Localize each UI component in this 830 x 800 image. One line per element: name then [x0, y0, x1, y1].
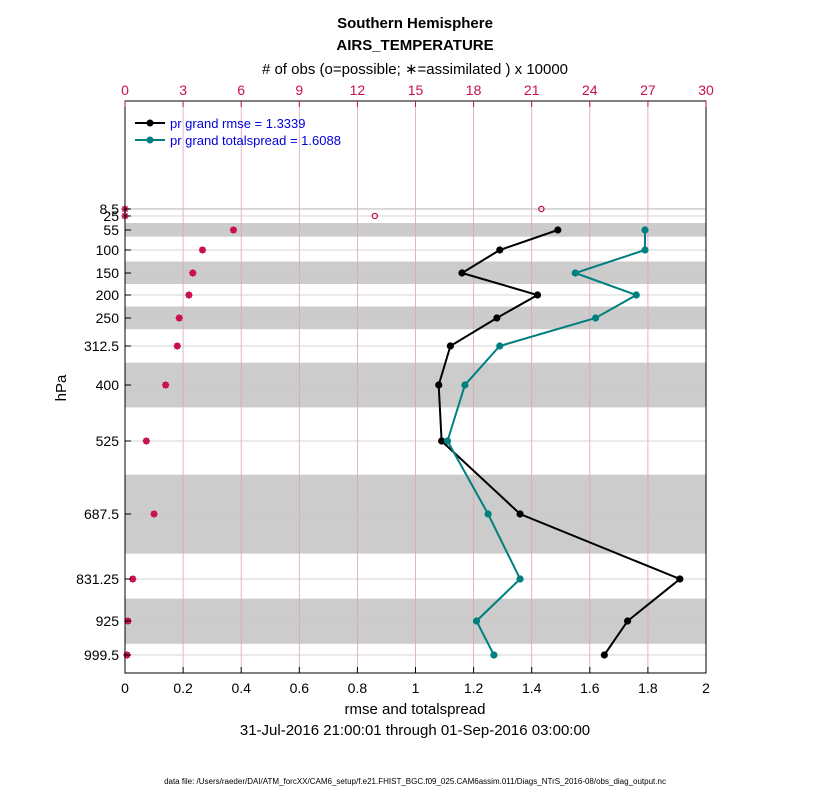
- top-axis-label: # of obs (o=possible; ∗=assimilated ) x …: [262, 61, 568, 78]
- y-tick-label-0: 8.5: [100, 201, 120, 217]
- series-0-point-5: [446, 342, 454, 350]
- x-tick-label-8: 1.6: [580, 680, 600, 696]
- legend-spread-marker: [146, 136, 154, 144]
- series-1-point-10: [472, 617, 481, 625]
- x-axis-label: rmse and totalspread: [345, 701, 486, 718]
- series-0-point-9: [676, 575, 684, 583]
- top-tick-label-7: 21: [524, 82, 540, 98]
- x-tick-label-5: 1: [412, 680, 420, 696]
- y-tick-label-8: 400: [96, 377, 120, 393]
- x-tick-label-4: 0.8: [348, 680, 368, 696]
- grid-lines: [125, 101, 706, 673]
- chart-title: Southern Hemisphere: [337, 15, 493, 32]
- obs-assimilated-10: [150, 510, 158, 518]
- series-0-point-8: [516, 510, 524, 518]
- legend-rmse-label: pr grand rmse = 1.3339: [170, 116, 306, 131]
- chart-subtitle: AIRS_TEMPERATURE: [336, 37, 493, 54]
- y-tick-label-9: 525: [96, 433, 120, 449]
- top-tick-label-3: 9: [295, 82, 303, 98]
- series-1-point-9: [516, 575, 524, 583]
- x-tick-label-7: 1.4: [522, 680, 542, 696]
- obs-possible-0: [538, 205, 545, 213]
- top-tick-label-8: 24: [582, 82, 598, 98]
- series-1-point-8: [484, 510, 492, 518]
- y-tick-label-5: 200: [96, 287, 120, 303]
- series-1-point-1: [641, 246, 649, 254]
- legend: pr grand rmse = 1.3339 pr grand totalspr…: [135, 116, 341, 148]
- series-lines: [435, 226, 684, 659]
- obs-possible-1: [371, 212, 379, 220]
- series-1-point-0: [641, 226, 649, 234]
- series-1-point-11: [490, 651, 498, 659]
- top-tick-label-1: 3: [179, 82, 187, 98]
- series-1-point-5: [496, 342, 504, 350]
- series-0-point-3: [533, 291, 542, 299]
- y-tick-label-12: 925: [96, 613, 120, 629]
- series-0-point-2: [458, 269, 466, 277]
- date-range: 31-Jul-2016 21:00:01 through 01-Sep-2016…: [240, 722, 590, 739]
- obs-assimilated-2: [229, 226, 238, 234]
- series-0-point-0: [554, 226, 562, 234]
- series-0-point-10: [623, 617, 632, 625]
- series-0-point-7: [438, 437, 446, 445]
- obs-assimilated-6: [175, 314, 183, 322]
- top-tick-label-9: 27: [640, 82, 656, 98]
- x-tick-label-10: 2: [702, 680, 710, 696]
- obs-assimilated-8: [162, 381, 170, 389]
- series-1-point-6: [461, 381, 469, 389]
- legend-spread-label: pr grand totalspread = 1.6088: [170, 133, 341, 148]
- top-tick-label-10: 30: [698, 82, 714, 98]
- series-1-point-7: [443, 437, 452, 445]
- top-tick-label-4: 12: [350, 82, 366, 98]
- top-tick-label-0: 0: [121, 82, 129, 98]
- obs-assimilated-3: [198, 246, 207, 254]
- obs-assimilated-9: [142, 437, 150, 445]
- y-tick-label-1: 25: [103, 208, 119, 224]
- obs-assimilated-5: [185, 291, 193, 299]
- top-tick-label-6: 18: [466, 82, 482, 98]
- series-0-point-6: [435, 381, 443, 389]
- axis-ticks: 0 0.2 0.4 0.6 0.8 1 1.2 1.4 1.6 1.8 2 0 3 6 9 12 15 18 21 2…: [76, 82, 714, 696]
- top-tick-label-5: 15: [408, 82, 424, 98]
- series-0-point-4: [493, 314, 501, 322]
- x-tick-label-2: 0.4: [231, 680, 251, 696]
- y-tick-label-2: 55: [103, 222, 119, 238]
- series-1-point-3: [632, 291, 640, 299]
- x-tick-label-1: 0.2: [173, 680, 193, 696]
- x-tick-label-6: 1.2: [464, 680, 484, 696]
- y-tick-label-6: 250: [96, 310, 120, 326]
- series-1-point-2: [571, 269, 579, 277]
- y-tick-label-7: 312.5: [84, 338, 119, 354]
- y-axis-label: hPa: [53, 374, 70, 401]
- y-tick-label-11: 831.25: [76, 571, 119, 587]
- data-file-footer: data file: /Users/raeder/DAI/ATM_forcXX/…: [164, 777, 666, 786]
- x-tick-label-0: 0: [121, 680, 129, 696]
- y-tick-label-3: 100: [96, 242, 120, 258]
- series-line-1: [446, 230, 646, 656]
- y-tick-label-10: 687.5: [84, 506, 119, 522]
- series-1-point-4: [592, 314, 600, 322]
- top-tick-label-2: 6: [237, 82, 245, 98]
- series-0-point-1: [496, 246, 504, 254]
- series-0-point-11: [600, 651, 608, 659]
- obs-assimilated-4: [189, 269, 197, 277]
- legend-rmse-marker: [146, 119, 154, 127]
- x-tick-label-9: 1.8: [638, 680, 658, 696]
- y-tick-label-4: 150: [96, 265, 120, 281]
- obs-assimilated-7: [173, 342, 181, 350]
- series-line-0: [437, 229, 682, 656]
- y-tick-label-13: 999.5: [84, 647, 119, 663]
- x-tick-label-3: 0.6: [290, 680, 310, 696]
